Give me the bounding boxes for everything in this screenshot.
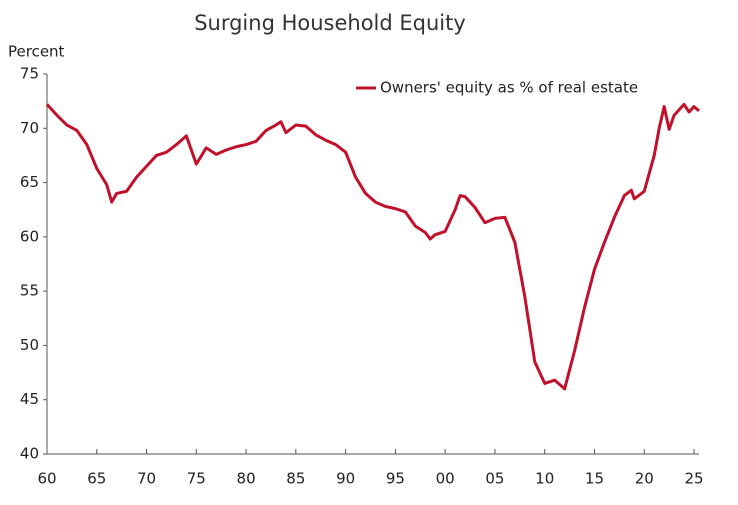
x-tick-label: 80 <box>237 470 256 488</box>
chart-title: Surging Household Equity <box>194 11 466 35</box>
x-tick-label: 70 <box>137 470 156 488</box>
y-tick-label: 70 <box>20 119 39 137</box>
y-tick-label: 40 <box>20 445 39 463</box>
x-tick-label: 90 <box>336 470 355 488</box>
y-axis-label: Percent <box>8 43 65 61</box>
y-tick-label: 55 <box>20 282 39 300</box>
x-tick-label: 65 <box>87 470 106 488</box>
x-tick-label: 25 <box>684 470 703 488</box>
x-tick-label: 95 <box>386 470 405 488</box>
x-tick-label: 60 <box>37 470 56 488</box>
y-tick-label: 50 <box>20 336 39 354</box>
x-tick-label: 05 <box>485 470 504 488</box>
x-tick-label: 75 <box>187 470 206 488</box>
x-tick-label: 85 <box>286 470 305 488</box>
x-tick-label: 15 <box>585 470 604 488</box>
y-tick-label: 60 <box>20 227 39 245</box>
data-line <box>45 102 700 391</box>
y-tick-label: 75 <box>20 65 39 83</box>
legend-label: Owners' equity as % of real estate <box>380 79 638 97</box>
x-tick-label: 20 <box>635 470 654 488</box>
x-tick-label: 00 <box>436 470 455 488</box>
y-tick-label: 45 <box>20 390 39 408</box>
y-tick-label: 65 <box>20 173 39 191</box>
x-tick-label: 10 <box>535 470 554 488</box>
